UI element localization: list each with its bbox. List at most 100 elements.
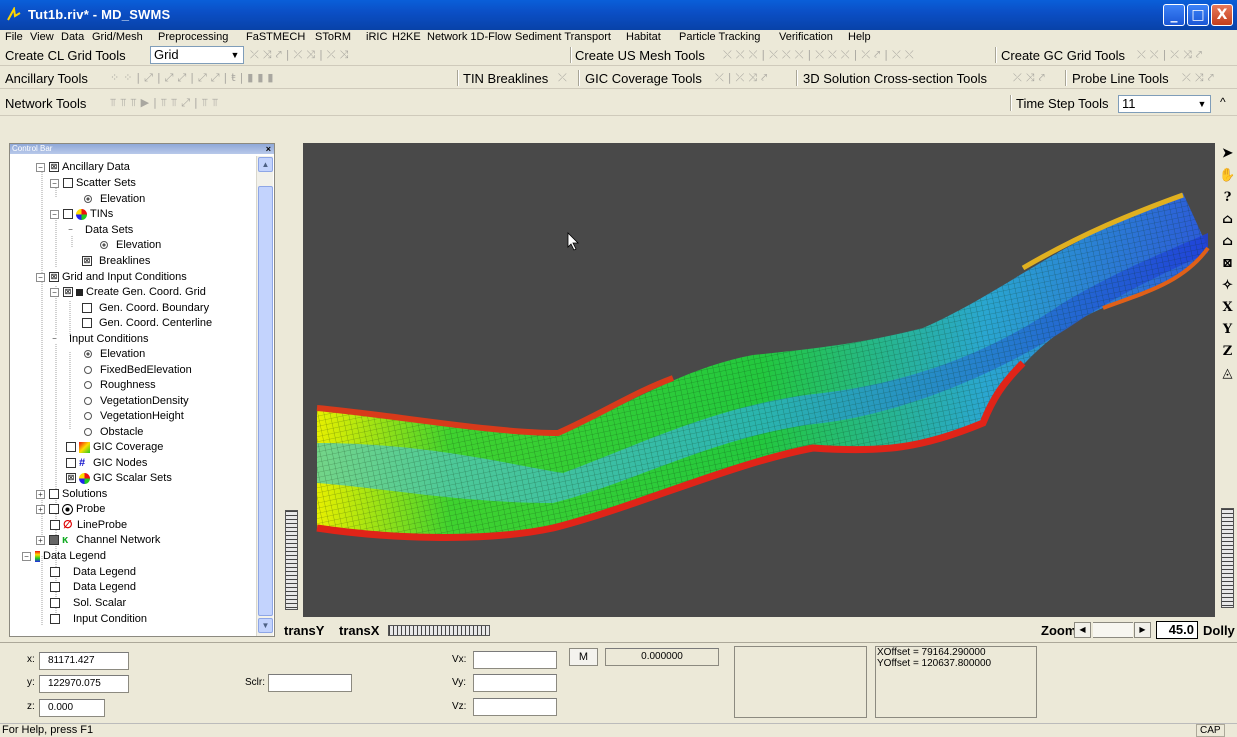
menu-file[interactable]: File bbox=[5, 31, 23, 43]
select-arrow-icon[interactable]: ➤ bbox=[1222, 146, 1233, 161]
menu-network-1d-flow[interactable]: Network 1D-Flow bbox=[427, 31, 512, 43]
tree-item-input-elevation[interactable]: Elevation bbox=[82, 347, 145, 362]
chevron-down-icon[interactable]: ▼ bbox=[1197, 99, 1207, 109]
tree-item-data-legend-2[interactable]: Data Legend bbox=[50, 580, 136, 595]
layer-checkbox[interactable] bbox=[49, 504, 59, 515]
tree-item-gic-scalar-sets[interactable]: ⊠ GIC Scalar Sets bbox=[66, 471, 172, 486]
trans-x-dial[interactable] bbox=[388, 625, 490, 636]
tree-item-gen-coord-boundary[interactable]: Gen. Coord. Boundary bbox=[82, 301, 209, 316]
collapse-icon[interactable]: − bbox=[50, 209, 59, 219]
layer-checkbox[interactable] bbox=[63, 209, 73, 220]
tree-item-gen-coord-centerline[interactable]: Gen. Coord. Centerline bbox=[82, 316, 212, 331]
query-icon[interactable]: ? bbox=[1223, 190, 1232, 205]
radio-selected-icon[interactable] bbox=[100, 241, 108, 250]
layer-checkbox[interactable] bbox=[66, 458, 76, 469]
menu-fastmech[interactable]: FaSTMECH bbox=[246, 31, 306, 43]
menu-particle-tracking[interactable]: Particle Tracking bbox=[679, 31, 761, 43]
menu-sediment-transport[interactable]: Sediment Transport bbox=[515, 31, 611, 43]
collapse-icon[interactable]: − bbox=[66, 225, 75, 235]
menu-h2ke[interactable]: H2KE bbox=[392, 31, 421, 43]
minimize-button[interactable]: _ bbox=[1163, 4, 1185, 26]
center-view-icon[interactable]: ✧ bbox=[1222, 278, 1233, 293]
home-view-set-icon[interactable]: ⌂ bbox=[1222, 234, 1233, 249]
expand-icon[interactable]: + bbox=[36, 489, 45, 499]
cl-grid-combo[interactable]: Grid ▼ bbox=[150, 46, 244, 64]
tree-item-scatter-sets[interactable]: − Scatter Sets bbox=[50, 176, 136, 191]
tree-item-obstacle[interactable]: Obstacle bbox=[82, 425, 143, 440]
collapse-icon[interactable]: − bbox=[50, 334, 59, 344]
layer-checkbox[interactable] bbox=[50, 582, 60, 593]
tree-item-data-sets[interactable]: − Data Sets bbox=[66, 223, 133, 238]
zoom-left-arrow-icon[interactable]: ◀ bbox=[1074, 622, 1091, 638]
probe-line-tool-icons[interactable]: ⤫⤨⤤ bbox=[1182, 71, 1218, 84]
tree-item-probe[interactable]: + Probe bbox=[36, 502, 105, 517]
scroll-down-icon[interactable]: ▼ bbox=[258, 618, 273, 633]
layer-checkbox[interactable] bbox=[63, 178, 73, 189]
tree-item-channel-network[interactable]: + ĸ Channel Network bbox=[36, 533, 160, 548]
menu-help[interactable]: Help bbox=[848, 31, 871, 43]
radio-icon[interactable] bbox=[84, 412, 92, 421]
tree-item-tins[interactable]: − TINs bbox=[50, 207, 113, 222]
tree-item-data-legend-1[interactable]: Data Legend bbox=[50, 565, 136, 580]
menu-grid-mesh[interactable]: Grid/Mesh bbox=[92, 31, 143, 43]
menu-verification[interactable]: Verification bbox=[779, 31, 833, 43]
layer-checkbox[interactable] bbox=[50, 614, 60, 625]
tree-item-line-probe[interactable]: ∅ LineProbe bbox=[50, 518, 127, 533]
layer-checkbox[interactable] bbox=[49, 535, 59, 546]
perspective-icon[interactable]: ◬ bbox=[1222, 366, 1233, 381]
layer-checkbox[interactable] bbox=[66, 442, 76, 453]
rotate-y-dial[interactable] bbox=[285, 510, 298, 610]
menu-view[interactable]: View bbox=[30, 31, 54, 43]
tree-item-sol-scalar[interactable]: Sol. Scalar bbox=[50, 596, 126, 611]
rotate-x-dial[interactable] bbox=[1221, 508, 1234, 608]
tree-item-roughness[interactable]: Roughness bbox=[82, 378, 156, 393]
collapse-icon[interactable]: − bbox=[50, 178, 59, 188]
layer-checkbox[interactable] bbox=[82, 318, 92, 329]
menu-data[interactable]: Data bbox=[61, 31, 85, 43]
layer-checkbox[interactable] bbox=[49, 489, 59, 500]
network-tool-icons[interactable]: ⫪⫪⫪▶|⫪⫪⤢|⫪⫪ bbox=[110, 96, 223, 109]
collapse-icon[interactable]: − bbox=[22, 551, 31, 561]
radio-icon[interactable] bbox=[84, 428, 92, 437]
tree-item-gic-nodes[interactable]: # GIC Nodes bbox=[66, 456, 147, 471]
chevron-up-icon[interactable]: ^ bbox=[1220, 95, 1226, 109]
zoom-track[interactable] bbox=[1093, 622, 1133, 638]
maximize-button[interactable]: □ bbox=[1187, 4, 1209, 26]
radio-icon[interactable] bbox=[84, 397, 92, 406]
collapse-icon[interactable]: − bbox=[36, 162, 45, 172]
tree-item-scatter-elevation[interactable]: Elevation bbox=[82, 192, 145, 207]
expand-icon[interactable]: + bbox=[36, 504, 45, 514]
tree-item-data-legend-root[interactable]: − Data Legend bbox=[22, 549, 106, 564]
tree-item-ancillary-data[interactable]: − ⊠ Ancillary Data bbox=[36, 160, 130, 175]
radio-selected-icon[interactable] bbox=[84, 195, 92, 204]
tree-item-create-gen-coord-grid[interactable]: − ⊠ Create Gen. Coord. Grid bbox=[50, 285, 206, 300]
menu-storm[interactable]: SToRM bbox=[315, 31, 352, 43]
radio-icon[interactable] bbox=[84, 366, 92, 375]
layer-checkbox[interactable] bbox=[50, 598, 60, 609]
us-mesh-tool-icons[interactable]: ⤬⤬⤬|⤬⤬⤬|⤬⤬⤬|⤫⤤|⤬⤬ bbox=[723, 48, 918, 61]
layer-checkbox[interactable] bbox=[50, 520, 60, 531]
layer-checkbox[interactable] bbox=[82, 303, 92, 314]
pan-hand-icon[interactable]: ✋ bbox=[1219, 168, 1236, 183]
menu-preprocessing[interactable]: Preprocessing bbox=[158, 31, 229, 43]
tree-item-solutions[interactable]: + Solutions bbox=[36, 487, 107, 502]
tree-item-vegetation-density[interactable]: VegetationDensity bbox=[82, 394, 189, 409]
radio-icon[interactable] bbox=[84, 381, 92, 390]
tin-breaklines-icon[interactable]: ⤫ bbox=[558, 71, 571, 84]
layer-checkbox[interactable]: ⊠ bbox=[66, 473, 76, 484]
tree-item-vegetation-height[interactable]: VegetationHeight bbox=[82, 409, 184, 424]
solution-cross-section-icons[interactable]: ⤫⤨⤤ bbox=[1013, 71, 1049, 84]
tree-item-grid-and-input-conditions[interactable]: − ⊠ Grid and Input Conditions bbox=[36, 270, 187, 285]
layer-checkbox[interactable] bbox=[50, 567, 60, 578]
tree-item-input-condition[interactable]: Input Condition bbox=[50, 612, 147, 627]
tree-item-tin-elevation[interactable]: Elevation bbox=[98, 238, 161, 253]
layer-checkbox[interactable]: ⊠ bbox=[63, 287, 73, 298]
layer-checkbox[interactable]: ⊠ bbox=[82, 256, 92, 267]
tree-item-gic-coverage[interactable]: GIC Coverage bbox=[66, 440, 163, 455]
view-x-icon[interactable]: X bbox=[1222, 300, 1233, 315]
collapse-icon[interactable]: − bbox=[50, 287, 59, 297]
ancillary-tool-icons[interactable]: ⁘⁘|⤢|⤢⤢|⤢⤢|ŧ|▮▮▮ bbox=[110, 71, 278, 84]
view-z-icon[interactable]: Z bbox=[1222, 344, 1233, 359]
expand-icon[interactable]: + bbox=[36, 535, 45, 545]
collapse-icon[interactable]: − bbox=[36, 272, 45, 282]
